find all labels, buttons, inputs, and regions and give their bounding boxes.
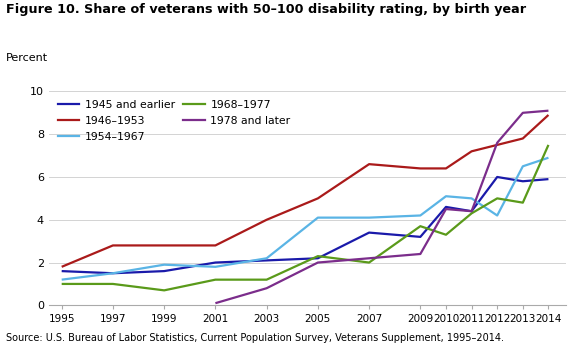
1945 and earlier <box>160 269 167 273</box>
Line: 1945 and earlier: 1945 and earlier <box>62 177 549 273</box>
Line: 1954–1967: 1954–1967 <box>62 158 549 280</box>
1946–1953 <box>315 196 321 200</box>
1968–1977 <box>443 233 450 237</box>
1946–1953 <box>109 243 116 247</box>
1954–1967 <box>160 263 167 267</box>
1978 and later <box>263 286 270 290</box>
1978 and later <box>315 260 321 265</box>
1954–1967 <box>58 278 65 282</box>
1946–1953 <box>494 143 501 147</box>
1945 and earlier <box>519 179 526 183</box>
1946–1953 <box>519 136 526 140</box>
1946–1953 <box>545 113 552 117</box>
Line: 1968–1977: 1968–1977 <box>62 145 549 290</box>
1945 and earlier <box>315 256 321 260</box>
1968–1977 <box>109 282 116 286</box>
Line: 1978 and later: 1978 and later <box>216 111 549 303</box>
1945 and earlier <box>366 230 373 235</box>
1968–1977 <box>263 278 270 282</box>
1954–1967 <box>109 271 116 275</box>
1945 and earlier <box>417 235 424 239</box>
1945 and earlier <box>443 205 450 209</box>
1954–1967 <box>212 265 219 269</box>
1954–1967 <box>519 164 526 168</box>
1978 and later <box>443 207 450 211</box>
1978 and later <box>519 111 526 115</box>
1946–1953 <box>160 243 167 247</box>
1945 and earlier <box>212 260 219 265</box>
1945 and earlier <box>58 269 65 273</box>
1946–1953 <box>212 243 219 247</box>
1968–1977 <box>58 282 65 286</box>
1945 and earlier <box>109 271 116 275</box>
1968–1977 <box>519 200 526 205</box>
1954–1967 <box>545 156 552 160</box>
Text: Percent: Percent <box>6 53 48 63</box>
1954–1967 <box>443 194 450 198</box>
1946–1953 <box>443 166 450 170</box>
1946–1953 <box>366 162 373 166</box>
1954–1967 <box>468 196 475 200</box>
1968–1977 <box>545 143 552 147</box>
1945 and earlier <box>468 209 475 213</box>
Text: Figure 10. Share of veterans with 50–100 disability rating, by birth year: Figure 10. Share of veterans with 50–100… <box>6 3 526 17</box>
1968–1977 <box>315 254 321 258</box>
1946–1953 <box>263 218 270 222</box>
Text: Source: U.S. Bureau of Labor Statistics, Current Population Survey, Veterans Sup: Source: U.S. Bureau of Labor Statistics,… <box>6 333 504 343</box>
Line: 1946–1953: 1946–1953 <box>62 115 549 267</box>
1946–1953 <box>58 265 65 269</box>
1978 and later <box>212 301 219 305</box>
1945 and earlier <box>263 258 270 263</box>
1968–1977 <box>468 211 475 215</box>
1945 and earlier <box>494 175 501 179</box>
1968–1977 <box>366 260 373 265</box>
1954–1967 <box>417 214 424 218</box>
1946–1953 <box>468 149 475 154</box>
1978 and later <box>366 256 373 260</box>
1954–1967 <box>494 214 501 218</box>
1978 and later <box>468 209 475 213</box>
1968–1977 <box>494 196 501 200</box>
1978 and later <box>417 252 424 256</box>
1946–1953 <box>417 166 424 170</box>
1978 and later <box>494 141 501 145</box>
1968–1977 <box>417 224 424 228</box>
1968–1977 <box>160 288 167 293</box>
1945 and earlier <box>545 177 552 181</box>
1978 and later <box>545 109 552 113</box>
1954–1967 <box>263 256 270 260</box>
Legend: 1945 and earlier, 1946–1953, 1954–1967, 1968–1977, 1978 and later: 1945 and earlier, 1946–1953, 1954–1967, … <box>54 97 294 145</box>
1954–1967 <box>315 216 321 220</box>
1954–1967 <box>366 216 373 220</box>
1968–1977 <box>212 278 219 282</box>
